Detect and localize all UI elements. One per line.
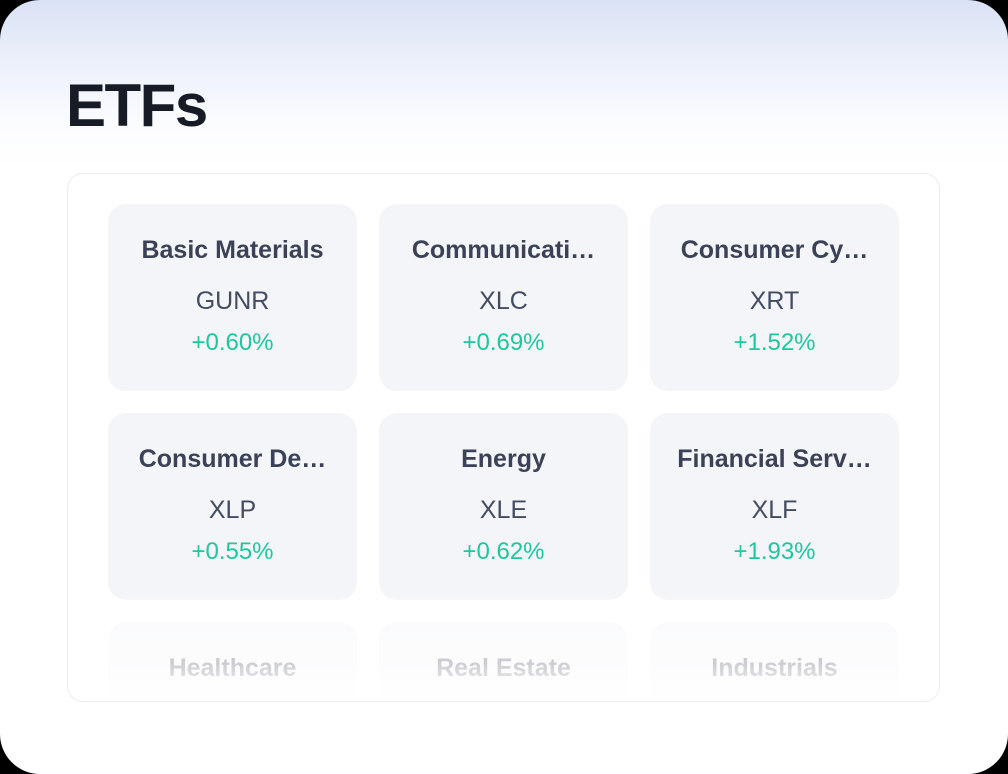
- etf-change: +0.69%: [462, 329, 545, 356]
- etf-panel: Basic Materials GUNR +0.60% Communicati……: [67, 173, 940, 702]
- etf-ticker: XRT: [749, 287, 800, 315]
- etf-grid: Basic Materials GUNR +0.60% Communicati……: [108, 204, 899, 701]
- etf-change: +0.60%: [191, 329, 274, 356]
- etf-ticker: GUNR: [195, 287, 270, 315]
- etf-ticker: XLC: [479, 287, 528, 315]
- etf-card-industrials[interactable]: Industrials: [650, 622, 899, 701]
- etf-card-financial-services[interactable]: Financial Serv… XLF +1.93%: [650, 413, 899, 600]
- etf-change: +1.93%: [733, 538, 816, 565]
- etf-card-consumer-cyclical[interactable]: Consumer Cy… XRT +1.52%: [650, 204, 899, 391]
- etf-change: +0.62%: [462, 538, 545, 565]
- etf-card-energy[interactable]: Energy XLE +0.62%: [379, 413, 628, 600]
- etf-card-healthcare[interactable]: Healthcare: [108, 622, 357, 701]
- etf-sector-label: Financial Serv…: [677, 445, 872, 473]
- etf-card-basic-materials[interactable]: Basic Materials GUNR +0.60%: [108, 204, 357, 391]
- etf-sector-label: Consumer Cy…: [680, 236, 869, 264]
- etf-sector-label: Consumer De…: [138, 445, 327, 473]
- etf-card-real-estate[interactable]: Real Estate: [379, 622, 628, 701]
- etf-ticker: XLE: [479, 496, 528, 524]
- etf-sector-label: Healthcare: [168, 654, 297, 682]
- etf-ticker: XLP: [208, 496, 257, 524]
- etf-sector-label: Energy: [461, 445, 546, 473]
- etf-sector-label: Communicati…: [411, 236, 596, 264]
- etf-ticker: XLF: [751, 496, 798, 524]
- etf-sector-label: Industrials: [711, 654, 838, 682]
- etf-change: +0.55%: [191, 538, 274, 565]
- page-title: ETFs: [66, 72, 208, 139]
- etf-card-consumer-defensive[interactable]: Consumer De… XLP +0.55%: [108, 413, 357, 600]
- etf-sector-label: Real Estate: [436, 654, 571, 682]
- etf-sector-label: Basic Materials: [141, 236, 324, 264]
- etf-change: +1.52%: [733, 329, 816, 356]
- etf-card-communication[interactable]: Communicati… XLC +0.69%: [379, 204, 628, 391]
